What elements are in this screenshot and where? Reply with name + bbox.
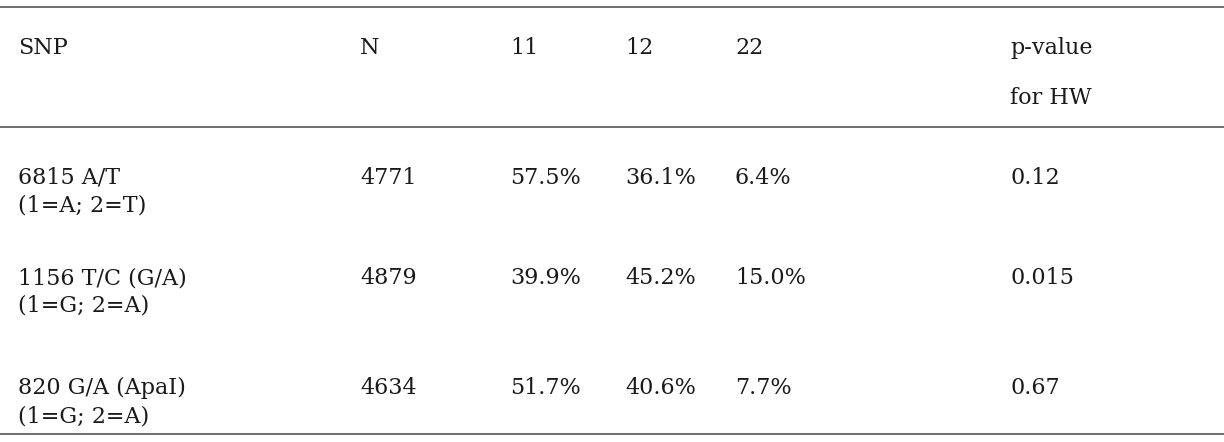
Text: 0.12: 0.12 — [1010, 167, 1060, 189]
Text: 11: 11 — [510, 37, 539, 59]
Text: N: N — [360, 37, 379, 59]
Text: 22: 22 — [734, 37, 764, 59]
Text: 40.6%: 40.6% — [625, 377, 696, 399]
Text: 1156 T/C (G/A)
(1=G; 2=A): 1156 T/C (G/A) (1=G; 2=A) — [18, 267, 187, 317]
Text: 6815 A/T
(1=A; 2=T): 6815 A/T (1=A; 2=T) — [18, 167, 147, 217]
Text: 57.5%: 57.5% — [510, 167, 580, 189]
Text: 36.1%: 36.1% — [625, 167, 696, 189]
Text: 4634: 4634 — [360, 377, 416, 399]
Text: 39.9%: 39.9% — [510, 267, 581, 289]
Text: p-value: p-value — [1010, 37, 1093, 59]
Text: 820 G/A (ApaI)
(1=G; 2=A): 820 G/A (ApaI) (1=G; 2=A) — [18, 377, 186, 427]
Text: 45.2%: 45.2% — [625, 267, 695, 289]
Text: 0.015: 0.015 — [1010, 267, 1073, 289]
Text: 6.4%: 6.4% — [734, 167, 792, 189]
Text: 4879: 4879 — [360, 267, 416, 289]
Text: for HW: for HW — [1010, 87, 1092, 109]
Text: SNP: SNP — [18, 37, 67, 59]
Text: 4771: 4771 — [360, 167, 416, 189]
Text: 0.67: 0.67 — [1010, 377, 1060, 399]
Text: 15.0%: 15.0% — [734, 267, 805, 289]
Text: 7.7%: 7.7% — [734, 377, 792, 399]
Text: 12: 12 — [625, 37, 654, 59]
Text: 51.7%: 51.7% — [510, 377, 580, 399]
